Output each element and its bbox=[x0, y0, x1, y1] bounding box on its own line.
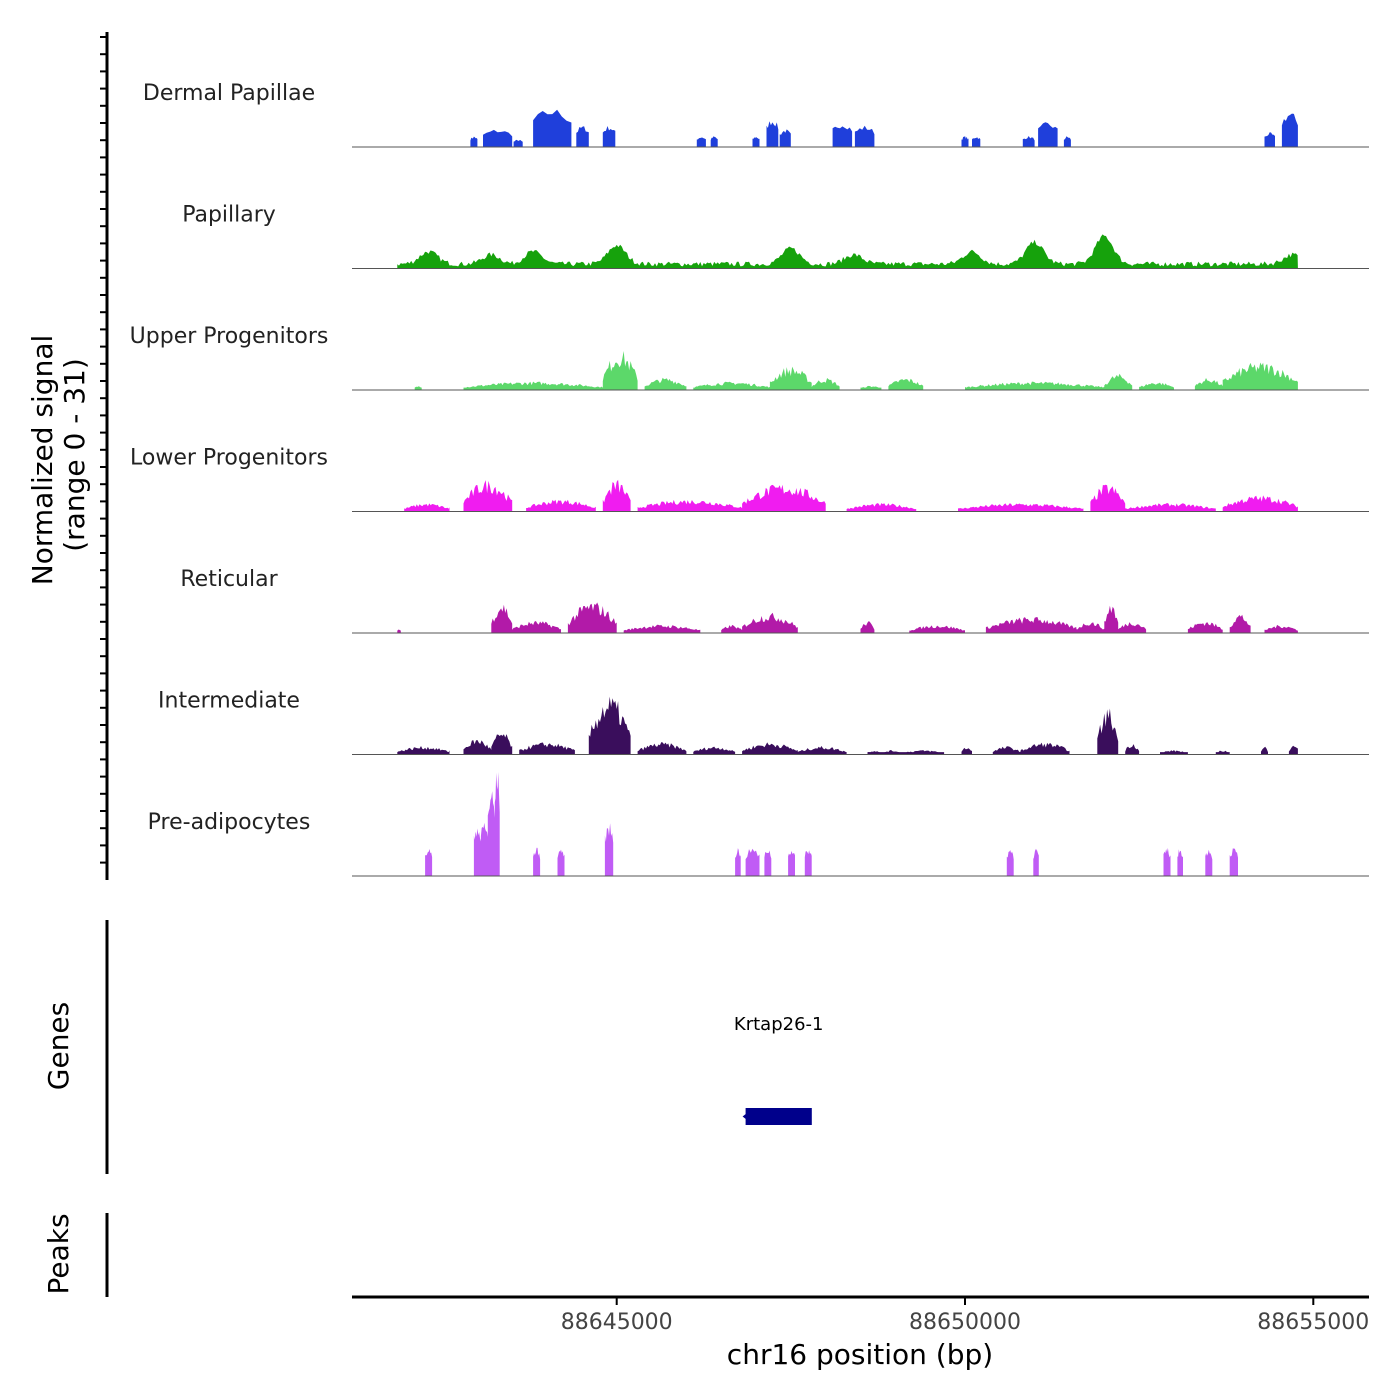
gene-strand-arrow bbox=[742, 1111, 750, 1122]
peaks-axis-title: Peaks bbox=[42, 1213, 75, 1294]
signal-y-axis-ticks bbox=[100, 36, 107, 864]
track-reticular: Reticular bbox=[180, 567, 1369, 634]
genes-axis-title: Genes bbox=[42, 1002, 75, 1090]
track-label: Pre-adipocytes bbox=[148, 810, 311, 835]
signal-area bbox=[397, 234, 1298, 268]
signal-tracks: Dermal Papillae Papillary Upper Progenitor… bbox=[130, 81, 1369, 877]
x-axis-title: chr16 position (bp) bbox=[727, 1338, 993, 1371]
track-label: Reticular bbox=[180, 567, 278, 592]
signal-area bbox=[397, 696, 1298, 754]
x-tick-label: 88645000 bbox=[561, 1310, 673, 1335]
signal-area bbox=[414, 351, 1298, 390]
track-lower-progenitors: Lower Progenitors bbox=[130, 446, 1369, 512]
track-papillary: Papillary bbox=[182, 203, 1369, 269]
signal-area bbox=[470, 109, 1298, 147]
gene-body bbox=[745, 1108, 812, 1125]
x-axis-ticks: 88645000 88650000 88655000 bbox=[561, 1297, 1369, 1335]
track-dermal-papillae: Dermal Papillae bbox=[143, 81, 1369, 148]
track-label: Lower Progenitors bbox=[130, 446, 328, 471]
signal-area bbox=[397, 602, 1298, 633]
gene-label: Krtap26-1 bbox=[734, 1014, 824, 1035]
signal-area bbox=[404, 479, 1298, 511]
track-pre-adipocytes: Pre-adipocytes bbox=[148, 772, 1369, 877]
x-tick-label: 88655000 bbox=[1257, 1310, 1369, 1335]
track-label: Upper Progenitors bbox=[130, 324, 329, 349]
track-label: Papillary bbox=[182, 203, 276, 228]
x-tick-label: 88650000 bbox=[909, 1310, 1021, 1335]
y-axis-title-line2: (range 0 - 31) bbox=[58, 358, 91, 552]
gene-track: Krtap26-1 bbox=[734, 1014, 824, 1125]
track-label: Intermediate bbox=[158, 689, 300, 714]
signal-area bbox=[425, 772, 1239, 876]
y-axis-title-line1: Normalized signal bbox=[26, 335, 59, 586]
track-upper-progenitors: Upper Progenitors bbox=[130, 324, 1369, 391]
track-label: Dermal Papillae bbox=[143, 81, 315, 106]
track-intermediate: Intermediate bbox=[158, 689, 1369, 755]
